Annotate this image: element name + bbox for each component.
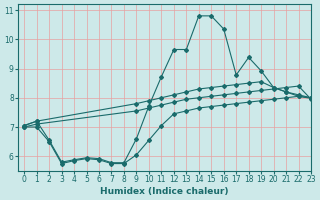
X-axis label: Humidex (Indice chaleur): Humidex (Indice chaleur) <box>100 187 229 196</box>
